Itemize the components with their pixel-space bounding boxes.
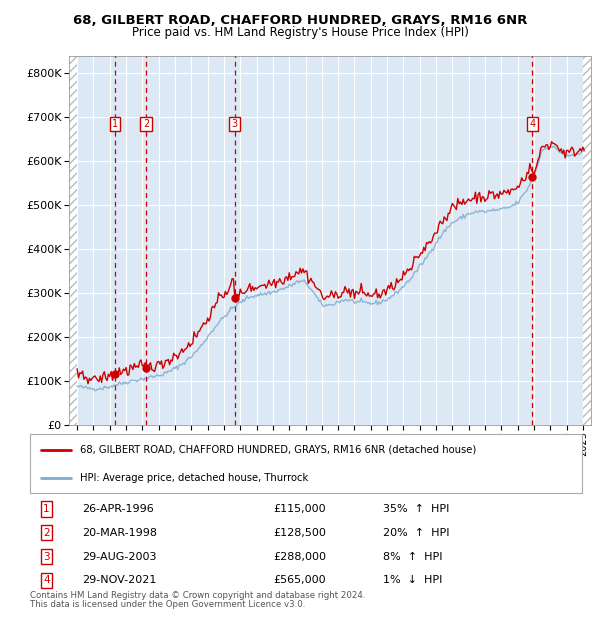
Text: £288,000: £288,000 [273, 552, 326, 562]
Text: 35%  ↑  HPI: 35% ↑ HPI [383, 504, 449, 514]
Text: 20-MAR-1998: 20-MAR-1998 [82, 528, 157, 538]
Text: 20%  ↑  HPI: 20% ↑ HPI [383, 528, 450, 538]
Text: £115,000: £115,000 [273, 504, 326, 514]
Text: 1: 1 [112, 119, 118, 129]
Bar [583, 56, 591, 425]
Text: 29-NOV-2021: 29-NOV-2021 [82, 575, 157, 585]
Text: 2: 2 [43, 528, 50, 538]
Text: £128,500: £128,500 [273, 528, 326, 538]
Text: 29-AUG-2003: 29-AUG-2003 [82, 552, 157, 562]
Text: 1%  ↓  HPI: 1% ↓ HPI [383, 575, 443, 585]
Text: 2: 2 [143, 119, 149, 129]
Text: 68, GILBERT ROAD, CHAFFORD HUNDRED, GRAYS, RM16 6NR (detached house): 68, GILBERT ROAD, CHAFFORD HUNDRED, GRAY… [80, 445, 476, 455]
Text: Price paid vs. HM Land Registry's House Price Index (HPI): Price paid vs. HM Land Registry's House … [131, 26, 469, 39]
Text: 68, GILBERT ROAD, CHAFFORD HUNDRED, GRAYS, RM16 6NR: 68, GILBERT ROAD, CHAFFORD HUNDRED, GRAY… [73, 14, 527, 27]
Text: 4: 4 [529, 119, 536, 129]
Text: This data is licensed under the Open Government Licence v3.0.: This data is licensed under the Open Gov… [30, 600, 305, 609]
Text: 8%  ↑  HPI: 8% ↑ HPI [383, 552, 443, 562]
Text: 1: 1 [43, 504, 50, 514]
Text: 3: 3 [43, 552, 50, 562]
Text: 26-APR-1996: 26-APR-1996 [82, 504, 154, 514]
Text: Contains HM Land Registry data © Crown copyright and database right 2024.: Contains HM Land Registry data © Crown c… [30, 590, 365, 600]
Text: HPI: Average price, detached house, Thurrock: HPI: Average price, detached house, Thur… [80, 473, 308, 483]
Bar [69, 56, 77, 425]
Text: £565,000: £565,000 [273, 575, 326, 585]
Text: 4: 4 [43, 575, 50, 585]
Text: 3: 3 [232, 119, 238, 129]
